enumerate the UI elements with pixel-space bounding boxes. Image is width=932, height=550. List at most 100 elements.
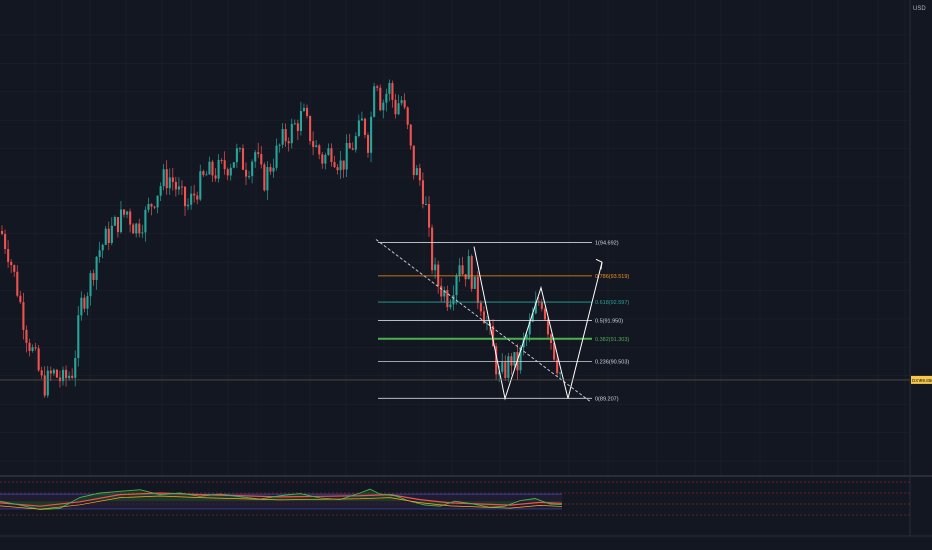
candle-up	[293, 123, 296, 125]
oscillator-pane	[0, 477, 910, 535]
candle-down	[546, 319, 550, 335]
candle-down	[379, 87, 382, 111]
candle-up	[528, 321, 531, 335]
candle-down	[202, 171, 205, 175]
candle-down	[510, 356, 513, 366]
price-candles	[1, 79, 562, 398]
candle-down	[269, 167, 272, 172]
candle-down	[412, 145, 415, 176]
candle-up	[119, 209, 123, 233]
candle-down	[440, 285, 443, 297]
candle-up	[525, 334, 528, 339]
osc-band-fill	[0, 494, 562, 509]
candle-up	[498, 371, 501, 375]
candle-down	[165, 169, 168, 189]
candle-up	[455, 275, 458, 296]
candle-down	[394, 99, 397, 115]
drawing-tools[interactable]	[0, 239, 910, 402]
candle-up	[272, 167, 275, 172]
candle-up	[104, 228, 107, 245]
grid-lines	[0, 0, 910, 536]
zigzag-pattern	[473, 246, 603, 401]
candle-up	[89, 273, 92, 297]
fibonacci-retracement[interactable]: 1(94.692) 0.786(93.519) 0.618(92.597) 0.5(9…	[378, 241, 629, 403]
candle-down	[470, 256, 473, 289]
candle-up	[458, 265, 461, 276]
arrow-head	[595, 258, 603, 270]
candle-down	[226, 169, 229, 176]
candle-down	[211, 161, 214, 176]
candle-up	[513, 352, 516, 366]
osc-ma-line	[0, 495, 563, 510]
candle-down	[40, 370, 43, 376]
candle-down	[336, 167, 339, 171]
candle-down	[132, 224, 135, 234]
fib-level-label: 1(94.692)	[595, 241, 619, 247]
candle-down	[342, 160, 345, 170]
candle-down	[150, 203, 153, 207]
candle-up	[345, 142, 348, 170]
candle-down	[7, 249, 10, 262]
candle-up	[238, 148, 241, 150]
fib-level-label: 0.786(93.519)	[595, 274, 629, 280]
candle-down	[437, 264, 440, 286]
fib-level-label: 0.5(91.950)	[595, 318, 623, 324]
candle-down	[184, 186, 187, 207]
candle-up	[302, 107, 306, 112]
candle-up	[74, 358, 77, 378]
candle-up	[299, 111, 302, 131]
candle-up	[507, 356, 510, 378]
candle-down	[138, 223, 141, 234]
candle-down	[214, 175, 217, 179]
candle-up	[101, 244, 104, 251]
candle-up	[190, 193, 193, 205]
candle-up	[95, 256, 98, 280]
candle-up	[159, 186, 162, 196]
candle-up	[360, 118, 363, 121]
candle-down	[351, 148, 354, 150]
candle-up	[68, 375, 71, 379]
candle-down	[330, 148, 333, 163]
candle-up	[434, 264, 437, 271]
candle-down	[482, 311, 485, 324]
candle-up	[156, 195, 159, 208]
candle-up	[415, 168, 418, 176]
candle-up	[385, 93, 388, 103]
candle-down	[403, 100, 406, 108]
candle-down	[391, 83, 394, 100]
candle-down	[180, 186, 184, 188]
candle-up	[281, 129, 284, 145]
candle-up	[388, 83, 391, 94]
candle-up	[467, 256, 470, 280]
candle-up	[144, 209, 147, 233]
candle-down	[348, 142, 351, 149]
fib-level-label: 0.618(92.597)	[595, 300, 629, 306]
candle-up	[98, 250, 101, 257]
candle-up	[559, 372, 562, 374]
candle-down	[107, 228, 110, 243]
currency-label: USD	[913, 6, 926, 12]
candle-down	[196, 195, 199, 200]
candle-down	[245, 169, 248, 177]
candle-up	[52, 369, 55, 374]
candle-down	[129, 211, 132, 225]
candle-down	[553, 342, 556, 360]
fib-level-label: 0.382(91.303)	[595, 337, 629, 343]
candle-up	[397, 103, 400, 115]
candle-up	[141, 232, 144, 234]
candle-up	[248, 176, 251, 178]
candle-down	[123, 209, 126, 215]
candle-down	[556, 359, 559, 374]
candle-down	[174, 181, 177, 190]
candle-up	[135, 223, 138, 234]
candle-up	[113, 217, 116, 226]
candle-down	[1, 230, 4, 235]
candle-up	[278, 144, 281, 146]
candle-down	[116, 217, 119, 233]
candle-down	[540, 302, 543, 309]
candle-down	[65, 369, 68, 379]
candle-up	[357, 120, 360, 137]
candle-down	[260, 154, 263, 165]
candle-up	[382, 102, 385, 111]
